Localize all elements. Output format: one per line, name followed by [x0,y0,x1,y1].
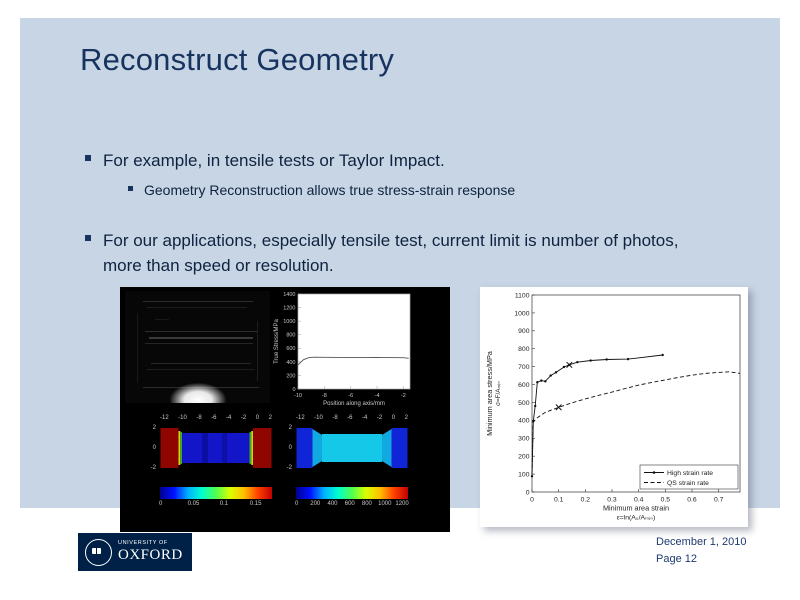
svg-text:Minimum area stress/MPa: Minimum area stress/MPa [485,350,494,436]
svg-text:1400: 1400 [283,292,295,298]
svg-text:500: 500 [518,400,530,407]
svg-text:ε=ln(A₀/Aₘᵢₙ): ε=ln(A₀/Aₘᵢₙ) [617,514,656,521]
stress-colorbar-ticks: 0 200 400 600 800 1000 1200 [294,501,409,507]
true-stress-position-chart: 0 200 400 600 800 1000 1200 1400 -10 -8 -6 -4 -2 Posi… [274,292,411,407]
bullet-marker-icon [85,235,91,241]
svg-text:0.4: 0.4 [634,496,644,503]
bullet-marker-icon [85,155,91,161]
svg-text:Minimum area strain: Minimum area strain [603,504,669,513]
stress-colorbar [296,487,408,499]
stress-field-map: -12 -10 -8 -6 -4 -2 0 2 2 0 -2 0 200 400 600 800 1000 1… [282,415,422,527]
svg-text:-10: -10 [294,393,302,399]
page-number: Page 12 [656,553,697,565]
svg-text:300: 300 [518,436,530,443]
footer-note: December 1, 2010 Page 12 [656,534,747,568]
svg-text:0: 0 [530,496,534,503]
logo-line1: UNIVERSITY OF [118,539,168,546]
stress-strain-chart-panel: 0 100 200 300 400 500 600 700 800 900 1000 1100 0 0.1… [480,287,748,527]
oxford-crest-icon [85,538,112,566]
svg-text:1200: 1200 [283,305,295,311]
svg-text:600: 600 [286,346,295,352]
svg-text:100: 100 [518,471,530,478]
svg-text:-6: -6 [348,393,353,399]
svg-text:600: 600 [518,382,530,389]
svg-text:1000: 1000 [514,310,529,317]
high-speed-photo [125,291,270,403]
svg-text:-2: -2 [401,393,406,399]
svg-text:400: 400 [286,360,295,366]
bullet-text: For example, in tensile tests or Taylor … [103,151,445,170]
svg-text:0.7: 0.7 [714,496,724,503]
svg-text:0.2: 0.2 [581,496,591,503]
bullet-text: For our applications, especially tensile… [103,231,679,275]
svg-text:0.1: 0.1 [554,496,564,503]
svg-text:400: 400 [518,418,530,425]
svg-text:True Stress/MPa: True Stress/MPa [274,318,280,363]
sub-bullet-text: Geometry Reconstruction allows true stre… [144,182,516,198]
stress-map-yticks: 2 0 -2 [286,425,292,471]
strain-field-map: -12 -10 -8 -6 -4 -2 0 2 2 0 -2 0 0.05 0.1 0.15 [146,415,286,527]
svg-text:0: 0 [526,489,530,496]
svg-text:High strain rate: High strain rate [667,470,713,477]
svg-text:QS strain rate: QS strain rate [667,480,709,487]
svg-text:0.3: 0.3 [607,496,617,503]
strain-colorbar [160,487,272,499]
svg-text:Position along axis/mm: Position along axis/mm [323,401,385,407]
svg-text:800: 800 [518,346,530,353]
bullet-item-2: For our applications, especially tensile… [85,228,697,278]
svg-text:200: 200 [286,373,295,379]
strain-map-xticks: -12 -10 -8 -6 -4 -2 0 2 [160,415,272,421]
oxford-logo: UNIVERSITY OF OXFORD [78,533,192,571]
page-title: Reconstruct Geometry [80,42,395,77]
svg-text:200: 200 [518,454,530,461]
bullet-item-1: For example, in tensile tests or Taylor … [85,148,745,173]
svg-text:-8: -8 [322,393,327,399]
svg-text:σ=F/Aₘᵢₙ: σ=F/Aₘᵢₙ [495,381,502,406]
specimen-glow [170,383,226,403]
svg-text:-4: -4 [375,393,380,399]
stress-strain-chart: 0 100 200 300 400 500 600 700 800 900 1000 1100 0 0.1… [485,292,741,521]
sub-bullet-marker-icon [128,186,133,191]
svg-text:0.6: 0.6 [687,496,697,503]
stress-specimen-shape [296,428,408,468]
svg-text:0: 0 [292,387,295,393]
svg-text:700: 700 [518,364,530,371]
experiment-media-panel: 0 200 400 600 800 1000 1200 1400 -10 -8 -6 -4 -2 Posi… [120,287,450,532]
svg-text:800: 800 [286,333,295,339]
svg-text:0.5: 0.5 [661,496,671,503]
stress-map-xticks: -12 -10 -8 -6 -4 -2 0 2 [296,415,408,421]
slide-date: December 1, 2010 [656,536,747,548]
svg-text:1100: 1100 [515,292,530,299]
strain-specimen-shape [160,428,272,468]
sub-bullet-item-1: Geometry Reconstruction allows true stre… [128,180,748,200]
svg-text:1000: 1000 [283,319,295,325]
strain-map-yticks: 2 0 -2 [150,425,156,471]
svg-text:900: 900 [518,328,530,335]
logo-line2: OXFORD [118,547,183,564]
strain-colorbar-ticks: 0 0.05 0.1 0.15 [158,501,262,507]
